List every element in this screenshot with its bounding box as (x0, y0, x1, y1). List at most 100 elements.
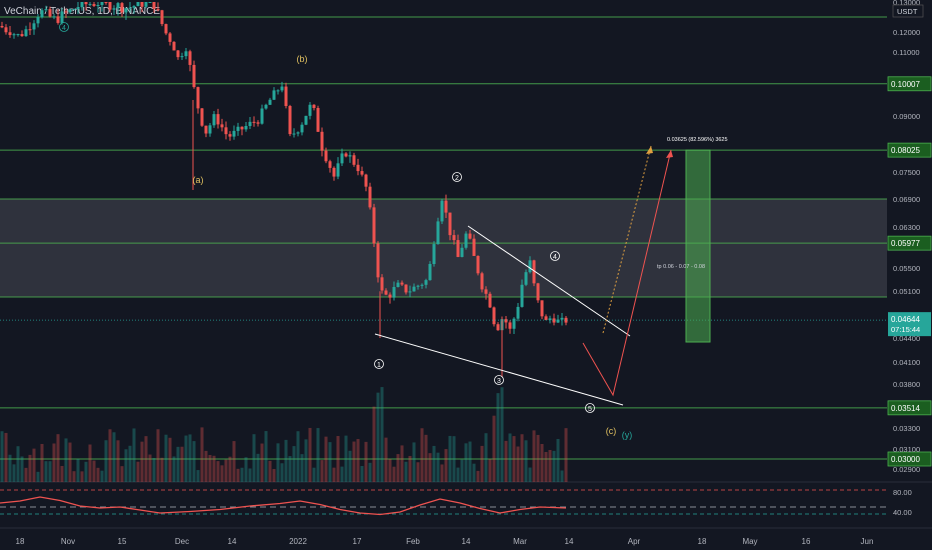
volume-bar (272, 469, 276, 482)
candle-body (284, 86, 288, 106)
wave-label: 4 (553, 254, 557, 261)
candle-body (216, 114, 220, 125)
y-tick-label: 0.03800 (893, 380, 920, 389)
candle-body (24, 29, 28, 37)
current-price-label: 0.04644 (891, 315, 920, 324)
wave-label: (c) (606, 426, 617, 436)
y-tick-label: 0.06900 (893, 195, 920, 204)
volume-bar (420, 428, 424, 482)
y-tick-label: 0.12000 (893, 28, 920, 37)
candle-body (160, 10, 164, 25)
candle-body (392, 286, 396, 298)
volume-bar (328, 442, 332, 482)
candle-body (156, 8, 160, 11)
volume-bar (396, 454, 400, 482)
wave-label: 3 (497, 378, 501, 385)
candle-body (300, 124, 304, 133)
x-tick-label: Feb (406, 537, 420, 546)
candle-body (356, 164, 360, 172)
level-price-label: 0.05977 (891, 239, 920, 248)
candle-body (396, 282, 400, 287)
candle-body (228, 134, 232, 137)
candles-group (0, 2, 568, 336)
candle-body (480, 273, 484, 290)
candle-body (432, 244, 436, 265)
volume-bar (288, 456, 292, 482)
volume-bar (468, 441, 472, 482)
level-price-label: 0.08025 (891, 146, 920, 155)
candle-body (560, 317, 564, 320)
volume-bar (108, 429, 112, 482)
x-tick-label: 18 (16, 537, 25, 546)
volume-bar (12, 464, 16, 482)
candle-body (532, 260, 536, 284)
candle-body (272, 90, 276, 100)
volume-bar (144, 436, 148, 482)
volume-bar (452, 436, 456, 482)
volume-bar (228, 456, 232, 482)
volume-bar (268, 460, 272, 482)
candle-body (208, 125, 212, 134)
candle-body (52, 16, 56, 18)
volume-bar (200, 427, 204, 482)
candle-body (368, 186, 372, 208)
candle-body (332, 167, 336, 177)
volume-bar (232, 441, 236, 482)
candle-body (224, 127, 228, 135)
candle-body (464, 233, 468, 248)
volume-bar (104, 440, 108, 482)
volume-bar (480, 445, 484, 482)
volume-bar (128, 445, 132, 482)
candle-body (12, 34, 16, 36)
volume-bar (44, 461, 48, 482)
candle-body (408, 291, 412, 293)
y-tick-label: 0.03300 (893, 424, 920, 433)
volume-bar (428, 453, 432, 482)
volume-bar (16, 446, 20, 482)
level-price-tag (887, 76, 932, 92)
volume-bar (264, 431, 268, 482)
candle-body (496, 324, 500, 331)
volume-bar (224, 459, 228, 482)
candle-body (124, 8, 128, 13)
candle-body (384, 290, 388, 295)
y-tick-label: 0.04100 (893, 358, 920, 367)
candle-body (444, 200, 448, 213)
candle-body (552, 318, 556, 323)
volume-bar (168, 437, 172, 482)
candle-body (100, 2, 104, 5)
candle-body (472, 238, 476, 256)
candle-body (544, 316, 548, 321)
candle-body (68, 9, 72, 13)
candle-body (264, 104, 268, 109)
bar-countdown: 07:15:44 (891, 325, 920, 334)
candle-body (200, 108, 204, 126)
volume-bar (76, 458, 80, 482)
volume-bar (388, 458, 392, 482)
level-price-tag (887, 400, 932, 416)
volume-bar (320, 460, 324, 482)
volume-bar (216, 461, 220, 482)
volume-bar (484, 433, 488, 482)
volume-bar (152, 457, 156, 482)
candle-body (180, 56, 184, 58)
candle-body (556, 319, 560, 323)
target-box-label: 0.03625 (82.596%) 3625 (667, 137, 728, 143)
volume-bar (392, 466, 396, 482)
volume-bar (316, 428, 320, 482)
candle-body (404, 284, 408, 293)
volume-bar (556, 438, 560, 482)
volume-bar (408, 455, 412, 482)
wave-label: (y) (622, 430, 633, 440)
candle-body (148, 2, 152, 3)
candle-body (48, 9, 52, 17)
candle-body (340, 153, 344, 164)
volume-bar (376, 392, 380, 482)
candle-body (236, 126, 240, 131)
volume-bar (416, 462, 420, 482)
candle-body (456, 240, 460, 257)
volume-bar (192, 441, 196, 482)
candle-body (360, 171, 364, 175)
candle-body (112, 8, 116, 10)
